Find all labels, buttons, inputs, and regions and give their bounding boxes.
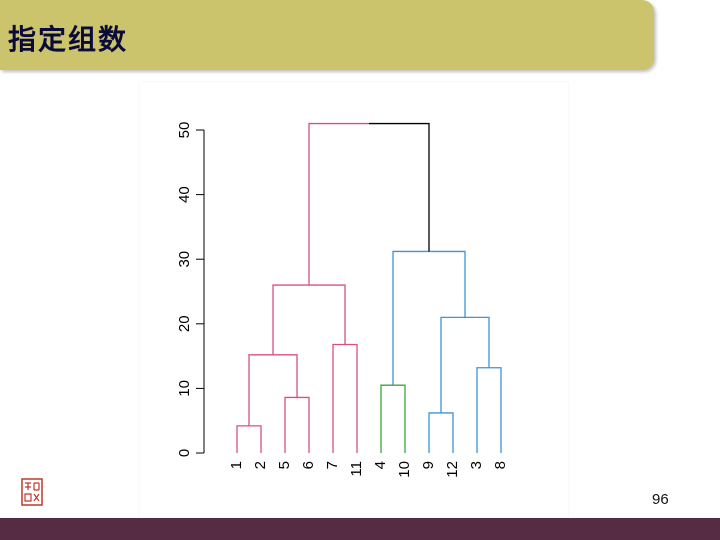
chart-panel: 0 10 20 30 40 50 1 2 5 6 7 11 4 10 9 12 3 8	[140, 82, 568, 522]
slide-title: 指定组数	[8, 23, 129, 56]
dendrogram-links	[236, 122, 502, 453]
leaf-label-10: 10	[396, 461, 413, 478]
link-6	[428, 412, 454, 453]
leaf-label-2: 2	[252, 461, 269, 469]
link-0	[236, 425, 262, 453]
link-root-right	[369, 122, 430, 252]
leaf-label-9: 9	[420, 461, 437, 469]
bottom-bar	[0, 518, 720, 540]
y-axis: 0 10 20 30 40 50	[176, 122, 205, 457]
link-4	[272, 284, 346, 355]
leaf-label-6: 6	[300, 461, 317, 469]
y-tick-label-50: 50	[176, 122, 193, 139]
link-2	[332, 343, 358, 453]
link-1	[284, 396, 310, 453]
seal-stamp-icon	[21, 478, 43, 506]
y-tick-label-40: 40	[176, 186, 193, 203]
link-9	[392, 250, 466, 386]
page-number: 96	[652, 491, 669, 508]
link-3	[248, 354, 298, 426]
link-root-left	[308, 122, 369, 286]
link-5	[380, 384, 406, 453]
link-8	[440, 316, 490, 413]
leaf-label-1: 1	[228, 461, 245, 469]
leaf-label-11: 11	[348, 461, 365, 477]
leaf-label-12: 12	[444, 461, 461, 478]
leaf-label-7: 7	[324, 461, 341, 469]
leaf-label-5: 5	[276, 461, 293, 469]
leaf-label-4: 4	[372, 461, 389, 469]
link-7	[476, 367, 502, 453]
leaf-labels: 1 2 5 6 7 11 4 10 9 12 3 8	[228, 461, 509, 478]
y-tick-label-20: 20	[176, 315, 193, 332]
y-tick-label-10: 10	[176, 380, 193, 397]
leaf-label-8: 8	[492, 461, 509, 469]
title-bar: 指定组数	[0, 0, 654, 70]
leaf-label-3: 3	[468, 461, 485, 469]
y-tick-label-30: 30	[176, 251, 193, 268]
y-tick-label-0: 0	[176, 449, 193, 457]
